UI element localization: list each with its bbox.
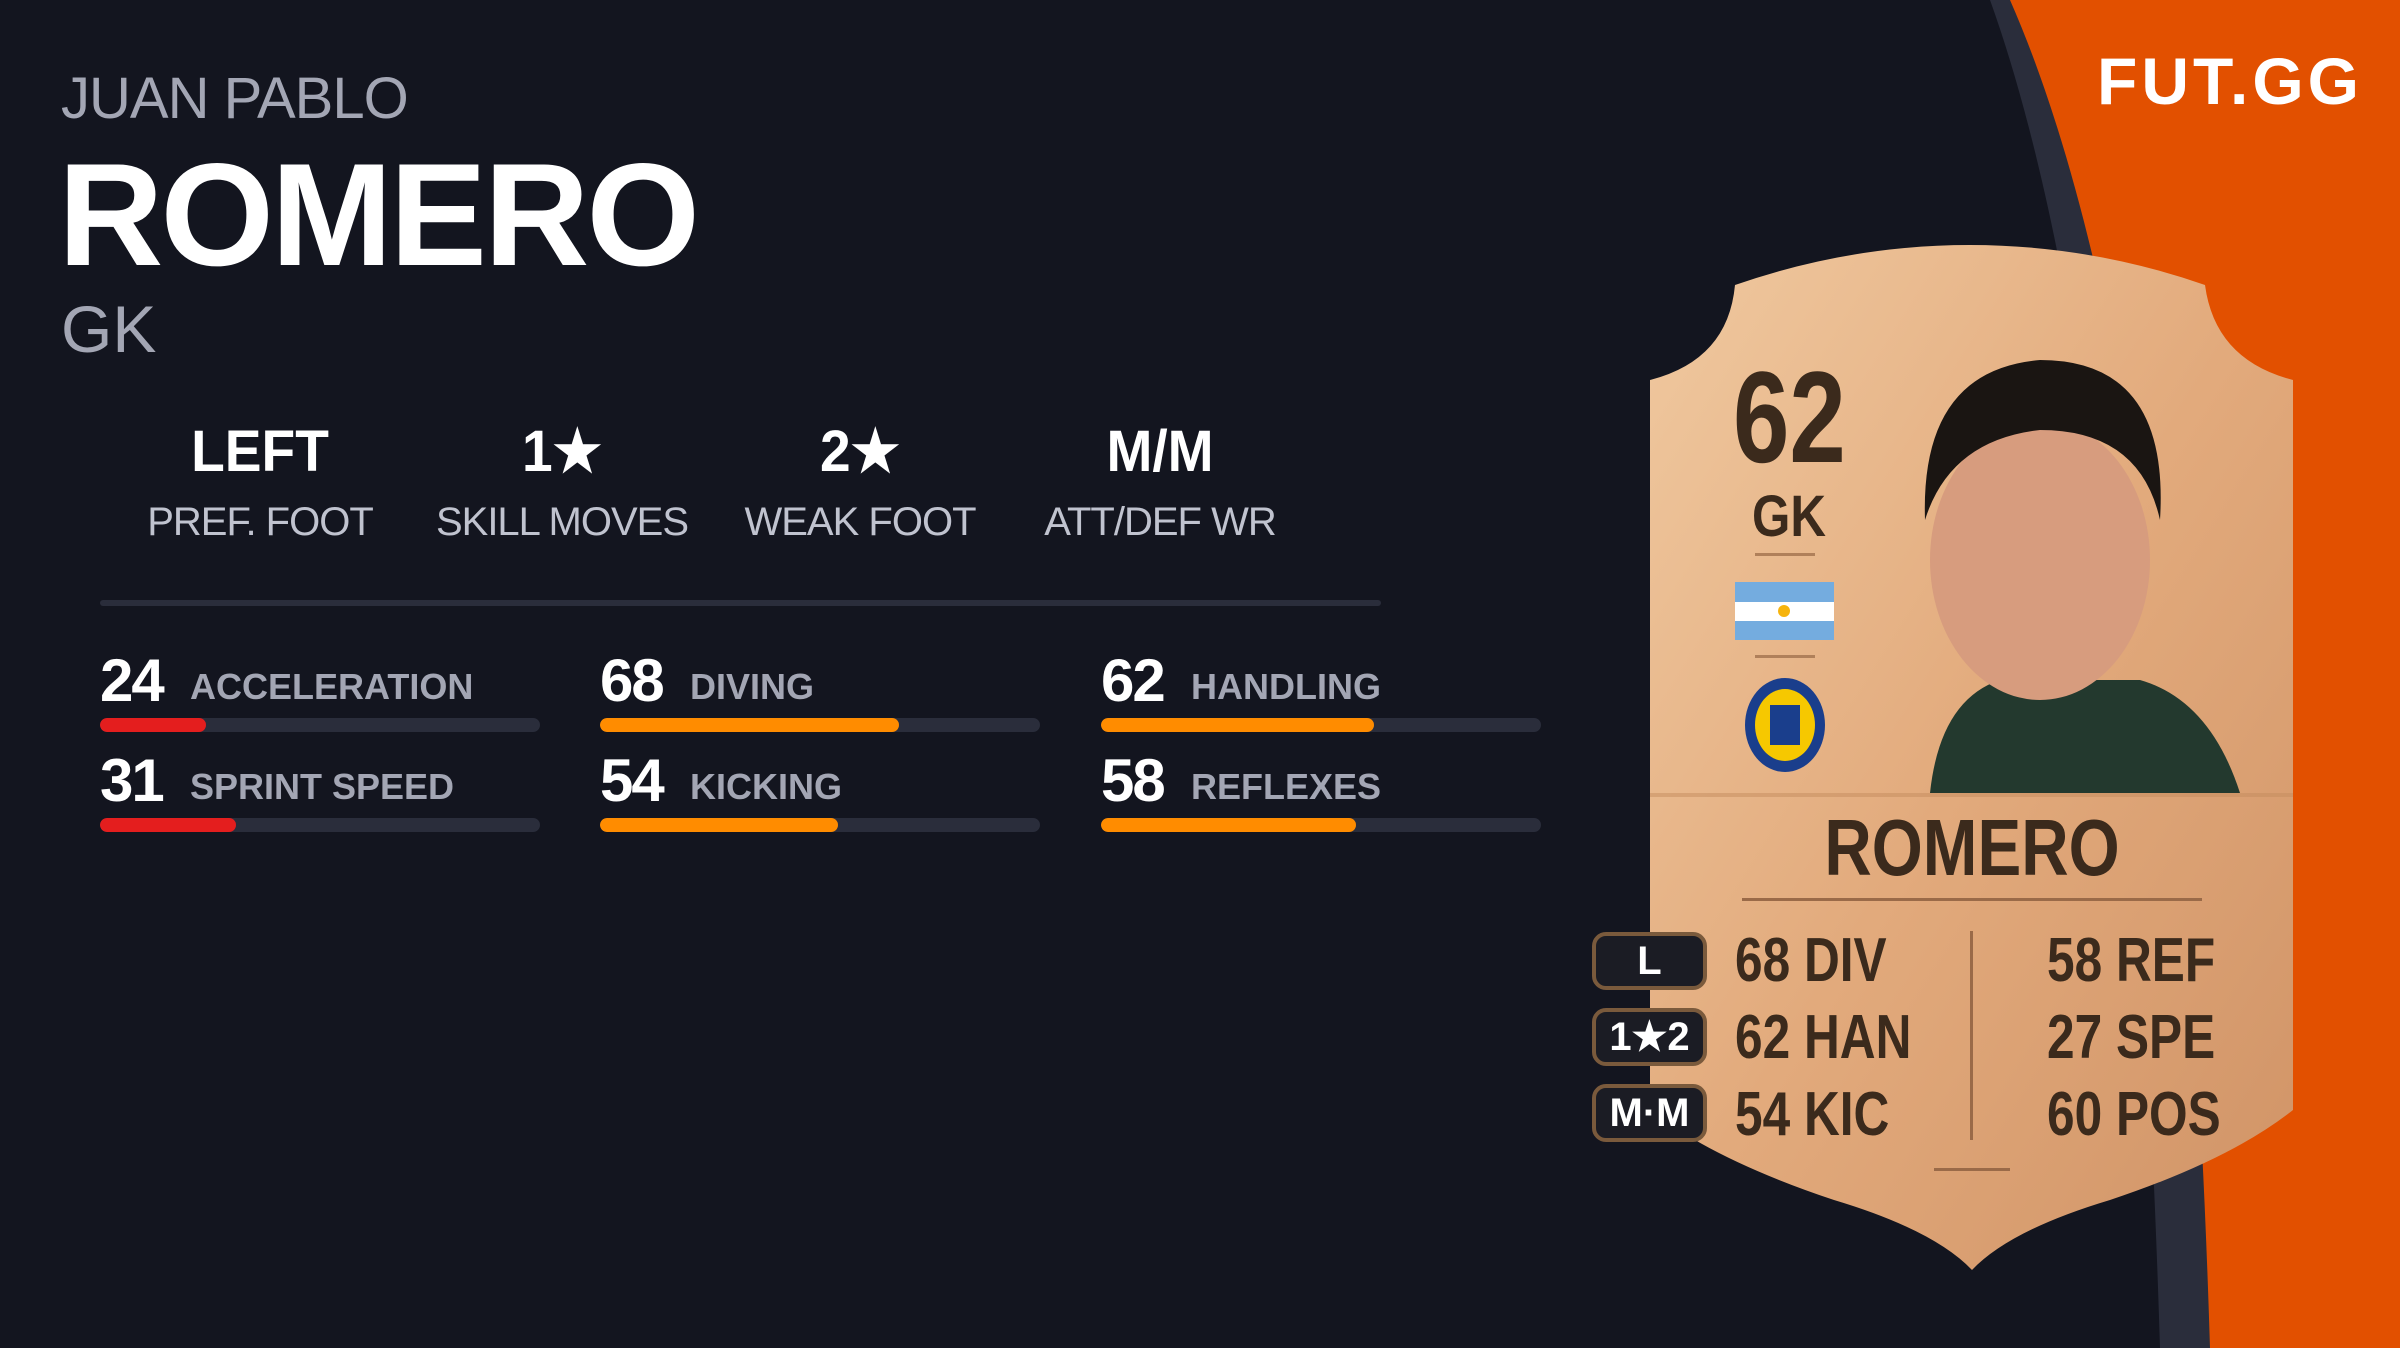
stat-acceleration: 24 ACCELERATION: [100, 648, 540, 732]
info-weak-foot: 2★ WEAK FOOT: [744, 419, 977, 544]
stat-label: DIVING: [690, 666, 815, 707]
player-position: GK: [61, 292, 157, 366]
player-last-name: ROMERO: [58, 133, 700, 296]
stat-bar: [600, 718, 1040, 732]
divider: [100, 600, 1381, 606]
card-stat-han: 62 HAN: [1735, 1003, 1912, 1072]
stat-value: 68: [600, 647, 665, 714]
stat-label: ACCELERATION: [190, 666, 474, 707]
card-pill-skills: 1★2: [1592, 1008, 1707, 1066]
info-skill-moves: 1★ SKILL MOVES: [435, 419, 689, 544]
stat-bar-fill: [1101, 718, 1374, 732]
stat-bar-fill: [600, 718, 900, 732]
stat-sprint-speed: 31 SPRINT SPEED: [100, 748, 540, 832]
stat-bar: [600, 818, 1040, 832]
stat-bar-fill: [100, 818, 237, 832]
stat-value: 62: [1101, 647, 1166, 714]
stat-value: 24: [100, 647, 165, 714]
stat-label: SPRINT SPEED: [190, 766, 455, 807]
card-stat-div: 68 DIV: [1735, 926, 1887, 995]
stat-kicking: 54 KICKING: [600, 748, 1040, 832]
stat-label: REFLEXES: [1191, 766, 1382, 807]
argentina-flag-icon: [1735, 582, 1834, 640]
stat-bar-fill: [600, 818, 838, 832]
club-badge-icon: [1745, 678, 1825, 772]
stat-bar-fill: [1101, 818, 1357, 832]
card-stat-pos: 60 POS: [2047, 1080, 2221, 1149]
stat-value: 31: [100, 747, 165, 814]
player-first-name: JUAN PABLO: [61, 66, 409, 131]
stat-handling: 62 HANDLING: [1101, 648, 1541, 732]
stat-label: KICKING: [690, 766, 842, 807]
stat-reflexes: 58 REFLEXES: [1101, 748, 1541, 832]
fut-gg-logo[interactable]: FUT.GG: [2097, 44, 2363, 118]
card-position: GK: [1752, 484, 1826, 549]
stat-label: HANDLING: [1191, 666, 1381, 707]
stat-bar-fill: [100, 718, 206, 732]
stat-bar: [1101, 818, 1541, 832]
stat-bar: [100, 818, 540, 832]
card-rating: 62: [1733, 344, 1846, 490]
stat-diving: 68 DIVING: [600, 648, 1040, 732]
card-pill-foot: L: [1592, 932, 1707, 990]
stat-bar: [1101, 718, 1541, 732]
card-name: ROMERO: [1824, 803, 2120, 892]
stat-value: 54: [600, 747, 665, 814]
card-pill-workrate: M·M: [1592, 1084, 1707, 1142]
player-photo: [1924, 360, 2240, 793]
card-stat-kic: 54 KIC: [1735, 1080, 1890, 1149]
card-stat-ref: 58 REF: [2047, 926, 2216, 995]
stat-value: 58: [1101, 747, 1166, 814]
stat-bar: [100, 718, 540, 732]
info-pref-foot: LEFT PREF. FOOT: [147, 419, 374, 544]
info-work-rate: M/M ATT/DEF WR: [1044, 419, 1276, 544]
card-stat-spe: 27 SPE: [2047, 1003, 2216, 1072]
